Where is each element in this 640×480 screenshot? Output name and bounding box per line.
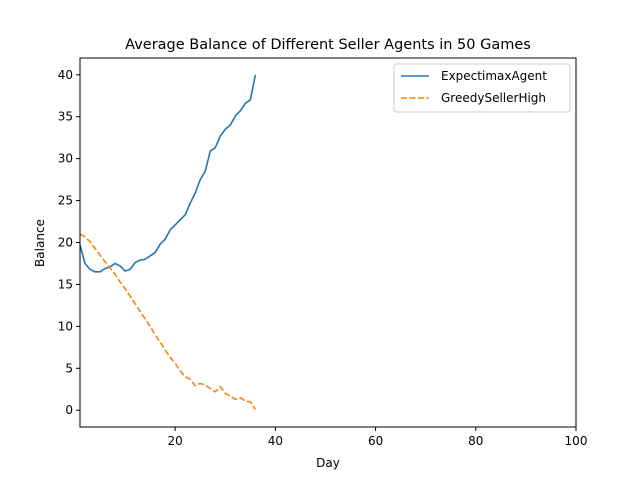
legend-label: GreedySellerHigh bbox=[441, 91, 546, 105]
y-tick-label: 25 bbox=[58, 194, 73, 208]
x-tick-label: 40 bbox=[268, 434, 283, 448]
y-tick-label: 20 bbox=[58, 236, 73, 250]
legend-box bbox=[393, 63, 571, 113]
legend-label: ExpectimaxAgent bbox=[441, 69, 547, 83]
y-tick-label: 40 bbox=[58, 68, 73, 82]
x-tick-label: 100 bbox=[565, 434, 588, 448]
y-axis-ticks: 0 5 10 15 20 25 30 35 40 bbox=[58, 68, 80, 417]
y-tick-label: 35 bbox=[58, 110, 73, 124]
y-tick-label: 10 bbox=[58, 319, 73, 333]
chart-title: Average Balance of Different Seller Agen… bbox=[125, 37, 531, 53]
y-axis-label: Balance bbox=[33, 219, 47, 267]
series-line-expectimaxagent bbox=[79, 74, 257, 273]
x-axis-ticks: 20 40 60 80 100 bbox=[168, 427, 588, 448]
x-axis-label: Day bbox=[316, 456, 340, 470]
x-tick-label: 60 bbox=[368, 434, 383, 448]
y-tick-label: 5 bbox=[65, 361, 73, 375]
series-line-greedysellerhigh bbox=[79, 233, 257, 410]
series-layer bbox=[79, 74, 257, 410]
x-tick-label: 20 bbox=[168, 434, 183, 448]
x-tick-label: 80 bbox=[468, 434, 483, 448]
legend-items: ExpectimaxAgent GreedySellerHigh bbox=[401, 69, 547, 105]
y-tick-label: 0 bbox=[65, 403, 73, 417]
legend: ExpectimaxAgent GreedySellerHigh bbox=[393, 63, 571, 113]
y-tick-label: 15 bbox=[58, 277, 73, 291]
plot-frame bbox=[79, 57, 577, 428]
y-tick-label: 30 bbox=[58, 152, 73, 166]
